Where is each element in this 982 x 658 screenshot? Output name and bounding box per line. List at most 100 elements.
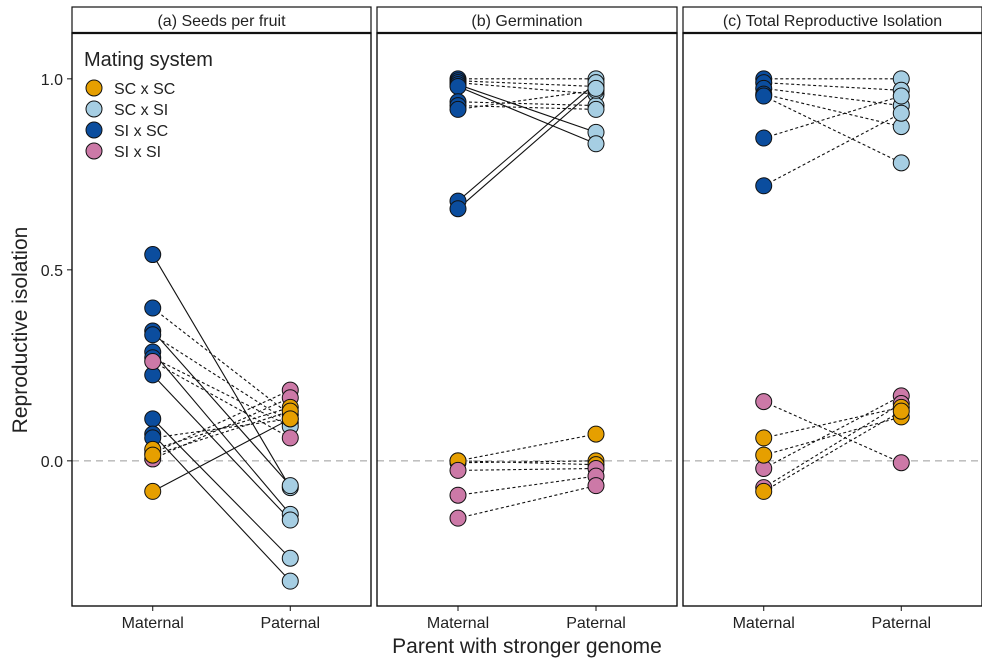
pair-line: [152, 418, 291, 492]
maternal-point: [449, 509, 467, 527]
pair-line: [457, 87, 597, 210]
pair-line: [763, 410, 902, 492]
legend-key: [85, 142, 103, 160]
legend-label: SI x SI: [114, 144, 161, 161]
pair-line: [152, 410, 291, 456]
legend-key: [85, 121, 103, 139]
pair-line: [152, 406, 291, 450]
paternal-point: [281, 429, 299, 447]
legend-key: [85, 100, 103, 118]
pair-line: [457, 85, 597, 145]
y-tick-label: 1.0: [41, 72, 63, 89]
legend-item-si-x-si: SI x SI: [85, 142, 161, 161]
pair-line: [152, 254, 291, 488]
pair-line: [457, 433, 597, 462]
legend: Mating system SC x SC SC x SI SI x SC SI…: [84, 49, 213, 161]
panel-title: (b) Germination: [471, 13, 582, 30]
panel-title: (a) Seeds per fruit: [157, 13, 286, 30]
pair-line: [457, 467, 597, 471]
maternal-point: [449, 100, 467, 118]
pair-line: [152, 357, 291, 427]
pair-line: [763, 87, 902, 107]
paternal-point: [892, 154, 910, 172]
x-axis-label: Parent with stronger genome: [392, 635, 662, 658]
pair-line: [152, 334, 291, 424]
paternal-point: [281, 477, 299, 495]
maternal-point: [449, 77, 467, 95]
x-tick-label: Paternal: [260, 615, 320, 632]
pair-line: [457, 475, 597, 496]
paternal-point: [587, 425, 605, 443]
pair-line: [457, 82, 597, 95]
maternal-point: [755, 393, 773, 411]
maternal-point: [144, 410, 162, 428]
pair-line: [457, 80, 597, 88]
panel-2: (b) Germination Maternal Paternal: [376, 6, 678, 632]
pair-line: [763, 95, 902, 139]
pair-line: [457, 84, 597, 133]
panel-strip: [682, 6, 982, 34]
y-tick-label: 0.0: [41, 454, 63, 471]
legend-label: SC x SC: [114, 81, 175, 98]
paternal-point: [892, 104, 910, 122]
paternal-point: [587, 100, 605, 118]
paternal-point: [587, 79, 605, 97]
facet-panels: (a) Seeds per fruit Maternal Paternal (b) G…: [71, 6, 982, 632]
pair-line: [763, 403, 902, 489]
pair-line: [763, 406, 902, 439]
pair-line: [763, 395, 902, 469]
maternal-point: [144, 482, 162, 500]
pair-line: [152, 374, 291, 521]
maternal-point: [755, 177, 773, 195]
maternal-point: [755, 129, 773, 147]
pair-line: [763, 95, 902, 164]
paternal-point: [892, 402, 910, 420]
pair-line: [763, 416, 902, 456]
maternal-point: [755, 429, 773, 447]
maternal-point: [144, 246, 162, 264]
pair-line: [457, 101, 597, 107]
maternal-point: [449, 486, 467, 504]
legend-label: SI x SC: [114, 123, 168, 140]
maternal-point: [755, 446, 773, 464]
pair-line: [457, 460, 597, 466]
pair-line: [152, 307, 291, 416]
y-tick-label: 0.5: [41, 263, 63, 280]
pair-line: [152, 418, 291, 439]
panel-1: (a) Seeds per fruit Maternal Paternal: [71, 6, 372, 632]
x-tick-label: Maternal: [427, 615, 489, 632]
panel-title: (c) Total Reproductive Isolation: [723, 13, 942, 30]
panel-3: (c) Total Reproductive Isolation Maternal…: [682, 6, 982, 632]
pair-line: [457, 460, 597, 464]
maternal-point: [449, 461, 467, 479]
pair-line: [152, 361, 291, 439]
pair-line: [763, 112, 902, 187]
maternal-point: [755, 87, 773, 105]
paternal-point: [587, 477, 605, 495]
maternal-point: [144, 446, 162, 464]
x-tick-label: Maternal: [733, 615, 795, 632]
legend-key: [85, 79, 103, 97]
pair-line: [152, 330, 291, 487]
pair-line: [152, 418, 291, 559]
maternal-point: [449, 200, 467, 218]
maternal-point: [144, 299, 162, 317]
pair-line: [457, 89, 597, 110]
paternal-point: [281, 410, 299, 428]
paternal-point: [281, 549, 299, 567]
x-tick-label: Paternal: [871, 615, 931, 632]
pair-line: [457, 82, 597, 202]
y-axis: 0.0 0.5 1.0: [41, 72, 72, 471]
pair-line: [763, 93, 902, 128]
legend-item-si-x-sc: SI x SC: [85, 121, 168, 140]
panel-strip: [71, 6, 372, 34]
pair-line: [152, 433, 291, 582]
legend-label: SC x SI: [114, 102, 168, 119]
maternal-point: [144, 353, 162, 371]
pair-line: [457, 485, 597, 519]
maternal-point: [755, 482, 773, 500]
paternal-point: [892, 87, 910, 105]
panel-border: [376, 32, 678, 607]
x-tick-label: Maternal: [122, 615, 184, 632]
paternal-point: [587, 135, 605, 153]
